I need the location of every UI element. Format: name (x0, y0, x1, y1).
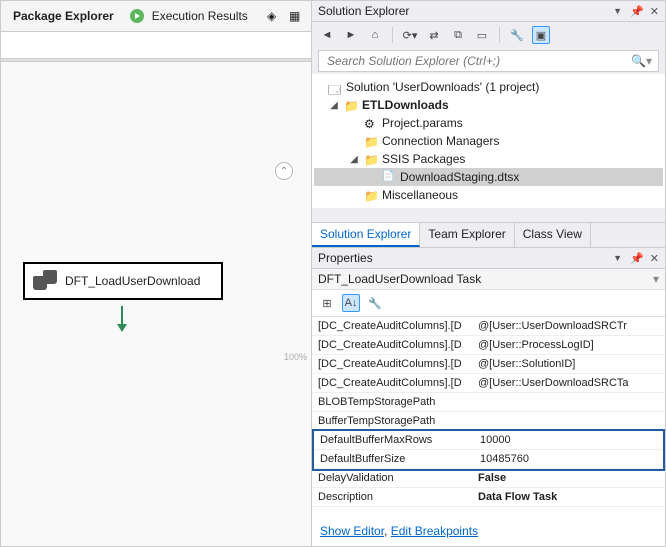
property-name: BufferTempStoragePath (312, 412, 472, 430)
property-name: Description (312, 488, 472, 506)
property-row[interactable]: DefaultBufferSize10485760 (314, 450, 663, 469)
property-value: @[User::UserDownloadSRCTa (472, 374, 665, 392)
tab-execution-results[interactable]: Execution Results (148, 7, 252, 25)
properties-links: Show Editor, Edit Breakpoints (312, 516, 665, 546)
pin-icon[interactable]: 📌 (630, 5, 644, 18)
close-icon[interactable]: ✕ (650, 5, 659, 18)
show-editor-link[interactable]: Show Editor (320, 524, 384, 538)
show-all-icon[interactable]: ▭ (473, 26, 491, 44)
grid-icon[interactable]: ▦ (289, 9, 303, 23)
flow-arrow-icon (121, 306, 123, 330)
property-name: DelayValidation (312, 469, 472, 487)
property-value: 10000 (474, 431, 663, 449)
tree-misc[interactable]: 📁Miscellaneous (314, 186, 663, 204)
tree-package-selected[interactable]: 📄DownloadStaging.dtsx (314, 168, 663, 186)
cube-icon[interactable]: ◈ (267, 9, 281, 23)
panel-menu-icon[interactable]: ▼ (613, 253, 622, 263)
app-root: Package Explorer Execution Results ◈ ▦ ⌃… (0, 0, 666, 547)
se-bottom-tabs: Solution Explorer Team Explorer Class Vi… (312, 222, 665, 248)
tree-ssis[interactable]: ◢📁SSIS Packages (314, 150, 663, 168)
property-value: Data Flow Task (472, 488, 665, 506)
alpha-sort-icon[interactable]: A↓ (342, 294, 360, 312)
properties-header: Properties ▼ 📌 ✕ (312, 248, 665, 269)
properties-object[interactable]: DFT_LoadUserDownload Task ▾ (312, 269, 665, 290)
tree-params[interactable]: ⚙Project.params (314, 114, 663, 132)
tree-solution[interactable]: 🗔Solution 'UserDownloads' (1 project) (314, 78, 663, 96)
data-flow-task[interactable]: DFT_LoadUserDownload (23, 262, 223, 300)
property-name: [DC_CreateAuditColumns].[D (312, 336, 472, 354)
panel-menu-icon[interactable]: ▼ (613, 6, 622, 16)
task-label: DFT_LoadUserDownload (65, 274, 200, 288)
tree-conns[interactable]: 📁Connection Managers (314, 132, 663, 150)
zoom-label: 100% (284, 352, 307, 362)
property-name: [DC_CreateAuditColumns].[D (312, 374, 472, 392)
properties-panel: DFT_LoadUserDownload Task ▾ ⊞ A↓ 🔧 [DC_C… (312, 269, 665, 546)
se-toolbar: ◄ ► ⌂ ⟳▾ ⇄ ⧉ ▭ 🔧 ▣ (312, 22, 665, 48)
property-value (472, 412, 665, 430)
property-name: BLOBTempStoragePath (312, 393, 472, 411)
home-icon[interactable]: ⌂ (366, 26, 384, 44)
panel-title: Properties (318, 251, 613, 265)
property-row[interactable]: DescriptionData Flow Task (312, 488, 665, 507)
property-value: @[User::ProcessLogID] (472, 336, 665, 354)
property-row[interactable]: [DC_CreateAuditColumns].[D@[User::Proces… (312, 336, 665, 355)
refresh-icon[interactable]: ⟳▾ (401, 26, 419, 44)
back-icon[interactable]: ◄ (318, 26, 336, 44)
pin-icon[interactable]: 📌 (630, 252, 644, 265)
right-panels: Solution Explorer ▼ 📌 ✕ ◄ ► ⌂ ⟳▾ ⇄ ⧉ ▭ 🔧 … (312, 1, 665, 546)
property-row[interactable]: DelayValidationFalse (312, 469, 665, 488)
property-value: @[User::UserDownloadSRCTr (472, 317, 665, 335)
solution-explorer-header: Solution Explorer ▼ 📌 ✕ (312, 1, 665, 22)
property-row[interactable]: DefaultBufferMaxRows10000 (314, 431, 663, 450)
tab-class-view[interactable]: Class View (515, 223, 591, 247)
property-row[interactable]: [DC_CreateAuditColumns].[D@[User::UserDo… (312, 374, 665, 393)
design-canvas[interactable]: ⌃ DFT_LoadUserDownload 100% (1, 62, 311, 546)
property-value (472, 393, 665, 411)
tab-solution-explorer[interactable]: Solution Explorer (312, 223, 420, 247)
search-icon[interactable]: 🔍▾ (631, 54, 652, 68)
property-name: DefaultBufferMaxRows (314, 431, 474, 449)
tree-project[interactable]: ◢📁ETLDownloads (314, 96, 663, 114)
panel-title: Solution Explorer (318, 4, 613, 18)
left-tabbar: Package Explorer Execution Results ◈ ▦ (1, 1, 311, 32)
expand-button[interactable]: ⌃ (275, 162, 293, 180)
props-toolbar: ⊞ A↓ 🔧 (312, 290, 665, 317)
designer-panel: Package Explorer Execution Results ◈ ▦ ⌃… (1, 1, 312, 546)
property-value: 10485760 (474, 450, 663, 468)
sync-icon[interactable]: ⇄ (425, 26, 443, 44)
wrench-icon[interactable]: 🔧 (366, 294, 384, 312)
se-search[interactable]: 🔍▾ (318, 50, 659, 72)
tab-team-explorer[interactable]: Team Explorer (420, 223, 514, 247)
property-row[interactable]: BufferTempStoragePath (312, 412, 665, 431)
wrench-icon[interactable]: 🔧 (508, 26, 526, 44)
property-row[interactable]: [DC_CreateAuditColumns].[D@[User::UserDo… (312, 317, 665, 336)
collapse-icon[interactable]: ⧉ (449, 26, 467, 44)
solution-tree: 🗔Solution 'UserDownloads' (1 project) ◢📁… (312, 74, 665, 208)
search-input[interactable] (325, 53, 631, 69)
properties-grid[interactable]: [DC_CreateAuditColumns].[D@[User::UserDo… (312, 317, 665, 516)
property-row[interactable]: [DC_CreateAuditColumns].[D@[User::Soluti… (312, 355, 665, 374)
property-row[interactable]: BLOBTempStoragePath (312, 393, 665, 412)
preview-icon[interactable]: ▣ (532, 26, 550, 44)
property-value: False (472, 469, 665, 487)
property-name: [DC_CreateAuditColumns].[D (312, 355, 472, 373)
property-name: [DC_CreateAuditColumns].[D (312, 317, 472, 335)
edit-breakpoints-link[interactable]: Edit Breakpoints (391, 524, 478, 538)
fwd-icon[interactable]: ► (342, 26, 360, 44)
tab-package-explorer[interactable]: Package Explorer (9, 7, 118, 25)
property-value: @[User::SolutionID] (472, 355, 665, 373)
play-icon (130, 9, 144, 23)
close-icon[interactable]: ✕ (650, 252, 659, 265)
property-name: DefaultBufferSize (314, 450, 474, 468)
data-flow-icon (33, 270, 59, 292)
categorized-icon[interactable]: ⊞ (318, 294, 336, 312)
